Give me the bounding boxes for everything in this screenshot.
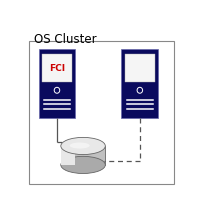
FancyBboxPatch shape [125,54,155,82]
FancyBboxPatch shape [121,49,158,118]
Ellipse shape [61,156,105,174]
Polygon shape [61,146,75,165]
Text: OS Cluster: OS Cluster [34,33,97,46]
FancyBboxPatch shape [29,40,174,184]
Ellipse shape [70,143,90,149]
FancyBboxPatch shape [39,49,75,118]
Text: FCI: FCI [49,64,65,73]
Polygon shape [61,146,105,165]
FancyBboxPatch shape [42,54,72,82]
Ellipse shape [61,137,105,155]
